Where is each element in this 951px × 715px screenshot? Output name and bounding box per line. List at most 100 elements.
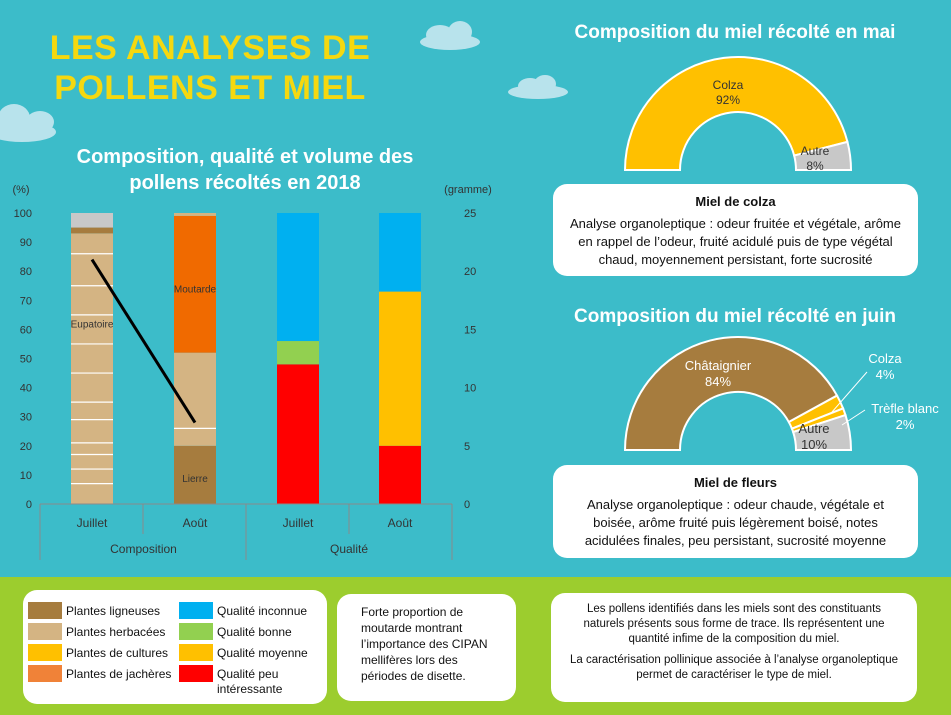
pie-may-title: Composition du miel récolté en mai <box>574 22 896 43</box>
bar-segment <box>379 445 421 504</box>
bar-segment <box>71 213 113 228</box>
y-tick-label-left: 30 <box>20 412 32 424</box>
legend-swatch <box>28 644 62 661</box>
bar-segment <box>71 227 113 234</box>
x-tick-label: Juillet <box>77 516 108 530</box>
pie-slice-name: Autre <box>801 144 830 158</box>
pollen-weight-line <box>90 258 197 424</box>
pie-june-title: Composition du miel récolté en juin <box>574 306 896 327</box>
card-title: Miel de fleurs <box>693 475 778 490</box>
cloud-icon <box>0 104 56 142</box>
card-note-pollens: Les pollens identifiés dans les miels so… <box>551 593 917 702</box>
y-tick-label-left: 10 <box>20 470 32 482</box>
y-tick-label-left: 50 <box>20 354 32 366</box>
legend-swatch <box>28 602 62 619</box>
pie-slice-name: Colza <box>868 351 902 366</box>
legend-card: Plantes ligneuses Plantes herbacées Plante… <box>23 590 327 704</box>
bar-segment <box>277 364 319 504</box>
x-tick-label: Août <box>183 516 208 530</box>
bar-data-label: Eupatoire <box>71 320 114 331</box>
pie-leader-line <box>841 409 866 426</box>
y-tick-label-right: 20 <box>464 266 476 278</box>
left-chart-title-line: pollens récoltés en 2018 <box>129 172 361 194</box>
pie-slice-value: 8% <box>806 159 824 173</box>
y-tick-label-left: 100 <box>14 208 32 220</box>
legend-swatch <box>179 602 213 619</box>
bar-segment <box>379 213 421 292</box>
pie-slice-value: 4% <box>876 367 895 382</box>
card-body: Analyse organoleptique : odeur chaude, v… <box>584 497 887 548</box>
y-tick-label-left: 20 <box>20 441 32 453</box>
bar-segment <box>379 291 421 446</box>
card-note-moutarde: Forte proportion de moutarde montrant l’… <box>337 594 516 701</box>
legend-label: Plantes de jachères <box>66 667 172 681</box>
y-tick-label-right: 25 <box>464 208 476 220</box>
x-tick-label: Juillet <box>283 516 314 530</box>
y-tick-label-left: 70 <box>20 295 32 307</box>
pie-slice-name: Trèfle blanc <box>871 401 939 416</box>
pie-slice-name: Châtaignier <box>685 358 752 373</box>
y-tick-label-left: 80 <box>20 266 32 278</box>
x-tick-label: Août <box>388 516 413 530</box>
bar-segment <box>174 213 216 216</box>
legend-label: Plantes herbacées <box>66 625 166 639</box>
main-title-line: POLLENS ET MIEL <box>54 69 366 107</box>
left-chart-title-line: Composition, qualité et volume des <box>76 146 414 168</box>
legend-swatch <box>28 623 62 640</box>
legend-label: Qualité inconnue <box>217 604 308 618</box>
left-chart-title: Composition, qualité et volume des polle… <box>40 144 450 196</box>
bar-segment <box>174 215 216 353</box>
x-group-label: Composition <box>110 542 177 556</box>
main-title-line: LES ANALYSES DE <box>49 29 371 67</box>
x-group-label: Qualité <box>330 542 368 556</box>
pie-slice <box>792 140 853 171</box>
legend-label: Qualité peu intéressante <box>217 667 283 696</box>
bar-data-label: Lierre <box>182 474 208 485</box>
pie-slice <box>791 413 853 451</box>
legend-label: Plantes de cultures <box>66 646 169 660</box>
pie-leader-line <box>831 371 868 413</box>
cloud-icon <box>508 75 568 99</box>
pie-slice <box>623 56 849 171</box>
pie-slice-value: 92% <box>716 93 740 107</box>
pie-slice-name: Colza <box>713 78 744 92</box>
main-title: LES ANALYSES DE POLLENS ET MIEL <box>20 28 400 108</box>
cloud-icon <box>420 21 480 50</box>
card-body: Analyse organoleptique : odeur fruitée e… <box>570 216 901 267</box>
pie-slice <box>623 336 839 451</box>
legend-swatch <box>28 665 62 682</box>
bar-segment <box>174 445 216 504</box>
y-axis-left-label: (%) <box>12 184 29 196</box>
legend-swatch <box>179 623 213 640</box>
card-miel-colza: Miel de colza Analyse organoleptique : o… <box>553 184 918 276</box>
legend-swatch <box>179 665 213 682</box>
note-pollens-p2: La caractérisation pollinique associée à… <box>570 654 898 681</box>
card-miel-fleurs: Miel de fleurs Analyse organoleptique : … <box>553 465 918 558</box>
card-title: Miel de colza <box>695 194 776 209</box>
y-tick-label-right: 10 <box>464 383 476 395</box>
legend-label: Qualité bonne <box>217 625 292 639</box>
y-tick-label-right: 15 <box>464 324 476 336</box>
y-tick-label-left: 90 <box>20 237 32 249</box>
y-tick-label-right: 5 <box>464 441 470 453</box>
note-moutarde-text: Forte proportion de moutarde montrant l’… <box>361 605 488 683</box>
y-tick-label-right: 0 <box>464 499 470 511</box>
y-axis-right-label: (gramme) <box>444 184 492 196</box>
pie-slice-name: Autre <box>798 421 829 436</box>
pie-slice-value: 10% <box>801 437 827 452</box>
note-pollens-p1: Les pollens identifiés dans les miels so… <box>583 603 885 645</box>
pie-slice-value: 84% <box>705 374 731 389</box>
y-tick-label-left: 0 <box>26 499 32 511</box>
bar-segment <box>277 341 319 365</box>
y-tick-label-left: 40 <box>20 383 32 395</box>
bar-segment <box>277 213 319 342</box>
bar-segment <box>71 233 113 504</box>
legend-label: Plantes ligneuses <box>66 604 161 618</box>
pie-slice-value: 2% <box>896 417 915 432</box>
legend-label: Qualité moyenne <box>217 646 308 660</box>
bar-data-label: Moutarde <box>174 285 217 296</box>
